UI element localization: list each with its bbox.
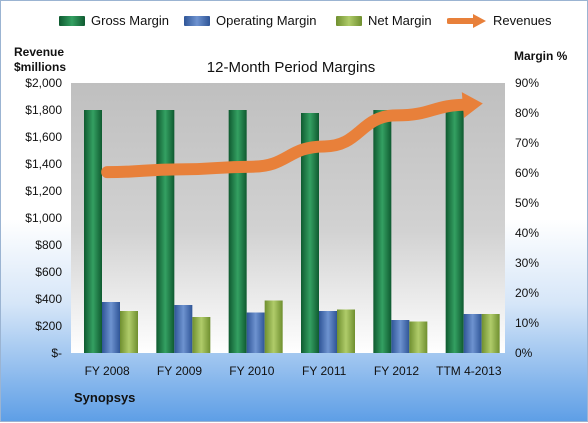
right-tick-label: 40% [515, 226, 539, 240]
right-tick-label: 60% [515, 166, 539, 180]
right-axis-title: Margin % [514, 49, 568, 63]
left-tick-label: $800 [35, 238, 62, 252]
right-tick-label: 10% [515, 316, 539, 330]
operating-margin-bar [463, 314, 482, 353]
left-tick-label: $200 [35, 319, 62, 333]
gross-margin-bar [228, 110, 247, 353]
left-tick-label: $- [51, 346, 62, 360]
net-margin-bar [337, 309, 355, 353]
x-tick-label: FY 2009 [157, 364, 202, 378]
operating-margin-bar [319, 311, 337, 353]
legend-label-operating: Operating Margin [216, 13, 317, 28]
legend-revenues: Revenues [447, 13, 552, 28]
legend-arrow-icon [447, 13, 486, 28]
gross-margin-bar [373, 110, 392, 353]
legend-gross-margin: Gross Margin [59, 13, 169, 28]
company-name: Synopsys [74, 390, 136, 405]
left-axis-title: Revenue $millions [14, 45, 66, 75]
left-tick-label: $1,800 [25, 103, 62, 117]
left-tick-label: $600 [35, 265, 62, 279]
left-axis-title-line2: $millions [14, 60, 67, 74]
x-tick-label: FY 2008 [85, 364, 130, 378]
left-axis-title-line1: Revenue [14, 45, 65, 59]
x-tick-label: FY 2010 [229, 364, 274, 378]
left-tick-label: $1,000 [25, 211, 62, 225]
chart-title: 12-Month Period Margins [206, 59, 376, 76]
plot-area [71, 83, 505, 353]
left-tick-label: $1,600 [25, 130, 62, 144]
legend-net-margin: Net Margin [336, 13, 432, 28]
net-margin-bar [481, 314, 500, 353]
gross-margin-bar [445, 110, 464, 353]
gross-margin-bar [156, 110, 175, 353]
left-tick-label: $1,200 [25, 184, 62, 198]
legend-swatch-operating [184, 15, 210, 26]
right-tick-label: 90% [515, 76, 539, 90]
left-tick-label: $400 [35, 292, 62, 306]
x-tick-label: FY 2011 [302, 364, 347, 378]
operating-margin-bar [246, 312, 265, 353]
right-tick-label: 20% [515, 286, 539, 300]
right-tick-label: 80% [515, 106, 539, 120]
net-margin-bar [192, 317, 211, 353]
right-tick-label: 30% [515, 256, 539, 270]
legend-label-revenues: Revenues [493, 13, 552, 28]
legend-label-gross: Gross Margin [91, 13, 170, 28]
net-margin-bar [264, 300, 283, 353]
right-tick-label: 70% [515, 136, 539, 150]
operating-margin-bar [391, 320, 410, 353]
gross-margin-bar [84, 110, 102, 353]
legend-operating-margin: Operating Margin [184, 13, 316, 28]
gross-margin-bar [301, 113, 319, 353]
operating-margin-bar [174, 305, 193, 353]
revenues-arrowhead [461, 92, 483, 119]
operating-margin-bar [102, 302, 120, 353]
net-margin-bar [120, 311, 138, 353]
legend-label-net: Net Margin [368, 13, 432, 28]
x-tick-label: TTM 4-2013 [436, 364, 502, 378]
right-tick-label: 50% [515, 196, 539, 210]
legend: Gross Margin Operating Margin Net Margin… [1, 13, 588, 37]
right-tick-label: 0% [515, 346, 533, 360]
revenues-line [101, 98, 475, 179]
x-tick-label: FY 2012 [374, 364, 419, 378]
legend-swatch-gross [59, 15, 85, 26]
left-tick-label: $2,000 [25, 76, 62, 90]
left-tick-label: $1,400 [25, 157, 62, 171]
legend-swatch-net [336, 15, 362, 26]
net-margin-bar [409, 321, 428, 353]
